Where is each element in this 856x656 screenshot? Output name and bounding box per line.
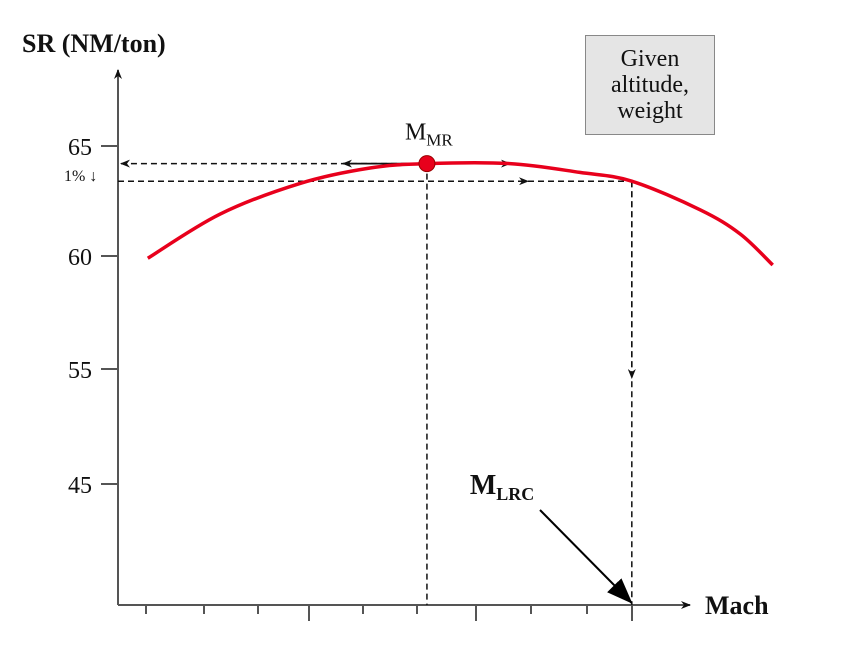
mlrc-label: MLRC	[470, 470, 534, 504]
y-tick-label: 55	[68, 358, 92, 384]
condition-line: altitude,	[611, 72, 689, 98]
y-axis-label: SR (NM/ton)	[22, 29, 166, 58]
axes	[114, 69, 691, 609]
condition-line: Given	[620, 46, 680, 72]
x-axis-label: Mach	[705, 591, 769, 620]
mlrc-pointer-arrow	[539, 509, 633, 604]
mmr-point	[418, 155, 436, 173]
y-tick-label: 65	[68, 135, 92, 161]
mmr-label: MMR	[405, 120, 453, 150]
condition-box: Given altitude, weight	[585, 35, 715, 135]
y-tick-label: 60	[68, 245, 92, 271]
condition-line: weight	[617, 98, 683, 124]
series-line	[146, 161, 774, 267]
y-tick-label: 45	[68, 473, 92, 499]
one-percent-label: 1% ↓	[64, 168, 97, 185]
